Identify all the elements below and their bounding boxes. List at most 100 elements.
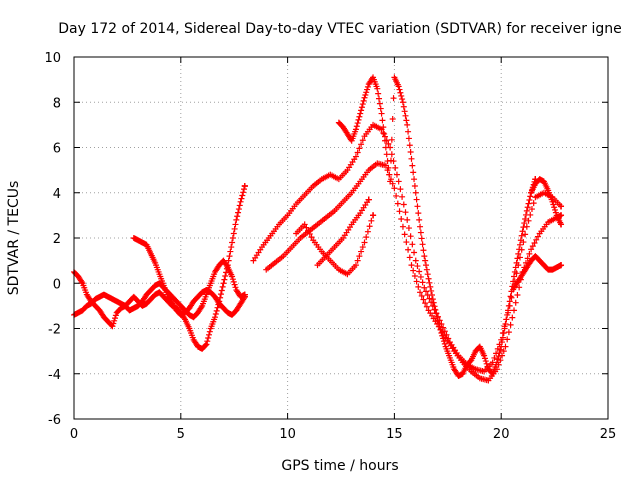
data-point (228, 244, 235, 251)
data-point (405, 225, 412, 232)
data-point (429, 296, 436, 303)
data-point (491, 354, 498, 361)
data-point (231, 225, 238, 232)
data-point (511, 268, 518, 275)
data-point (428, 292, 435, 299)
data-point (111, 317, 118, 324)
data-point (370, 212, 377, 219)
data-point (380, 130, 387, 137)
data-point (205, 331, 212, 338)
data-point (364, 228, 371, 235)
x-tick-label: 5 (177, 427, 185, 442)
data-point (417, 223, 424, 230)
data-point (366, 223, 373, 230)
data-point (495, 353, 502, 360)
data-point (383, 151, 390, 158)
data-point (232, 284, 239, 291)
data-point (377, 105, 384, 112)
data-point (558, 203, 565, 210)
data-point (110, 320, 117, 327)
data-point (399, 223, 406, 230)
data-point (361, 94, 368, 101)
tick-layer: 0 5 10 15 20 25 -6 -4 -2 0 2 4 6 8 10 (44, 51, 616, 442)
data-point (522, 211, 529, 218)
data-point (415, 283, 422, 290)
data-point (416, 216, 423, 223)
data-point (389, 115, 396, 122)
data-point (417, 273, 424, 280)
data-point (527, 193, 534, 200)
data-point (378, 110, 385, 117)
data-point (518, 232, 525, 239)
data-point (411, 249, 418, 256)
data-point (420, 247, 427, 254)
data-point (514, 292, 521, 299)
y-tick-label: 0 (53, 277, 61, 292)
data-point (516, 246, 523, 253)
data-point (78, 278, 85, 285)
data-point (392, 164, 399, 171)
data-point (237, 198, 244, 205)
data-point (533, 236, 540, 243)
data-point (214, 304, 221, 311)
data-point (221, 276, 228, 283)
data-point (225, 257, 232, 264)
data-point (516, 284, 523, 291)
x-tick-label: 10 (279, 427, 296, 442)
data-point (403, 239, 410, 246)
data-point (368, 217, 375, 224)
data-point (241, 186, 248, 193)
data-point (516, 241, 523, 248)
data-point (558, 221, 565, 228)
data-point (363, 89, 370, 96)
data-point (505, 307, 512, 314)
data-point (496, 349, 503, 356)
data-point (506, 298, 513, 305)
data-point (229, 276, 236, 283)
data-point (423, 266, 430, 273)
data-point (550, 201, 557, 208)
data-point (522, 215, 529, 222)
data-point (481, 352, 488, 359)
data-point (494, 356, 501, 363)
data-point (375, 90, 382, 97)
data-point (434, 317, 441, 324)
plot-frame (73, 56, 609, 420)
data-point (358, 248, 365, 255)
data-point (513, 259, 520, 266)
data-point (500, 348, 507, 355)
data-point (441, 340, 448, 347)
data-point (222, 273, 229, 280)
data-point (426, 279, 433, 286)
data-point (402, 112, 409, 119)
data-point (303, 224, 310, 231)
data-point (511, 273, 518, 280)
data-point (431, 303, 438, 310)
data-point (404, 216, 411, 223)
data-point (205, 335, 212, 342)
data-point (211, 314, 218, 321)
data-point (395, 178, 402, 185)
data-point (401, 108, 408, 115)
data-point (526, 250, 533, 257)
data-point (520, 224, 527, 231)
data-point (421, 253, 428, 260)
data-point (233, 216, 240, 223)
y-tick-label: 8 (53, 96, 61, 111)
data-point (419, 241, 426, 248)
data-point (419, 279, 426, 286)
data-point (398, 92, 405, 99)
data-point (414, 203, 421, 210)
data-point (235, 209, 242, 216)
data-point (202, 342, 209, 349)
data-point (411, 182, 418, 189)
data-point (393, 192, 400, 199)
data-point (417, 289, 424, 296)
data-point (423, 288, 430, 295)
data-point (356, 113, 363, 120)
data-point (531, 239, 538, 246)
y-axis-label: SDTVAR / TECUs (6, 181, 22, 296)
data-point (511, 307, 518, 314)
data-point (409, 162, 416, 169)
